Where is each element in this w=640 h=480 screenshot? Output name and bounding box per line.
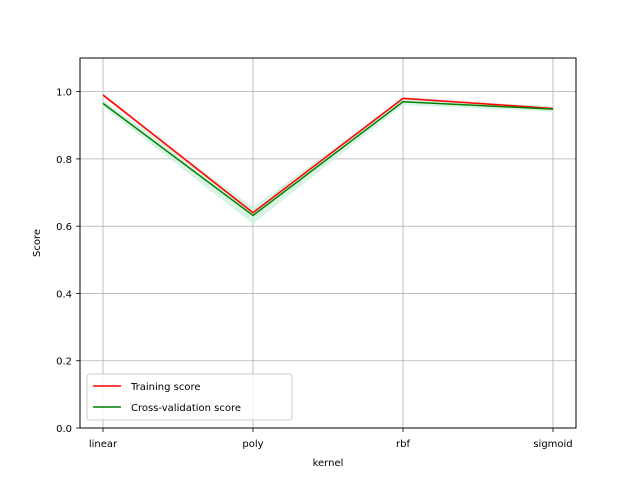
x-tick-label: poly — [242, 439, 263, 450]
legend-label-cross-validation: Cross-validation score — [131, 403, 241, 414]
x-tick-label: rbf — [396, 439, 410, 450]
x-tick-label: linear — [89, 439, 118, 450]
series-line-cross-validation — [102, 100, 554, 217]
plot-frame — [79, 57, 577, 429]
grid — [80, 58, 576, 429]
y-tick-label: 0.6 — [56, 222, 72, 233]
legend-box — [86, 373, 293, 421]
x-axis-label: kernel — [313, 458, 344, 469]
score-bands — [103, 93, 553, 224]
x-ticks: linear poly rbf sigmoid — [89, 428, 573, 450]
score-band-cross-validation — [103, 98, 553, 224]
legend-label-training: Training score — [130, 382, 201, 393]
score-lines — [102, 94, 554, 217]
y-tick-label: 0.8 — [56, 155, 72, 166]
y-ticks: 0.0 0.2 0.4 0.6 0.8 1.0 — [56, 88, 80, 435]
legend: Training score Cross-validation score — [86, 373, 293, 421]
series-line-training — [102, 94, 554, 214]
y-axis-label: Score — [32, 229, 43, 257]
y-tick-label: 1.0 — [56, 88, 72, 99]
y-tick-label: 0.4 — [56, 289, 72, 300]
x-tick-label: sigmoid — [533, 439, 572, 450]
y-tick-label: 0.2 — [56, 357, 72, 368]
y-tick-label: 0.0 — [56, 424, 72, 435]
